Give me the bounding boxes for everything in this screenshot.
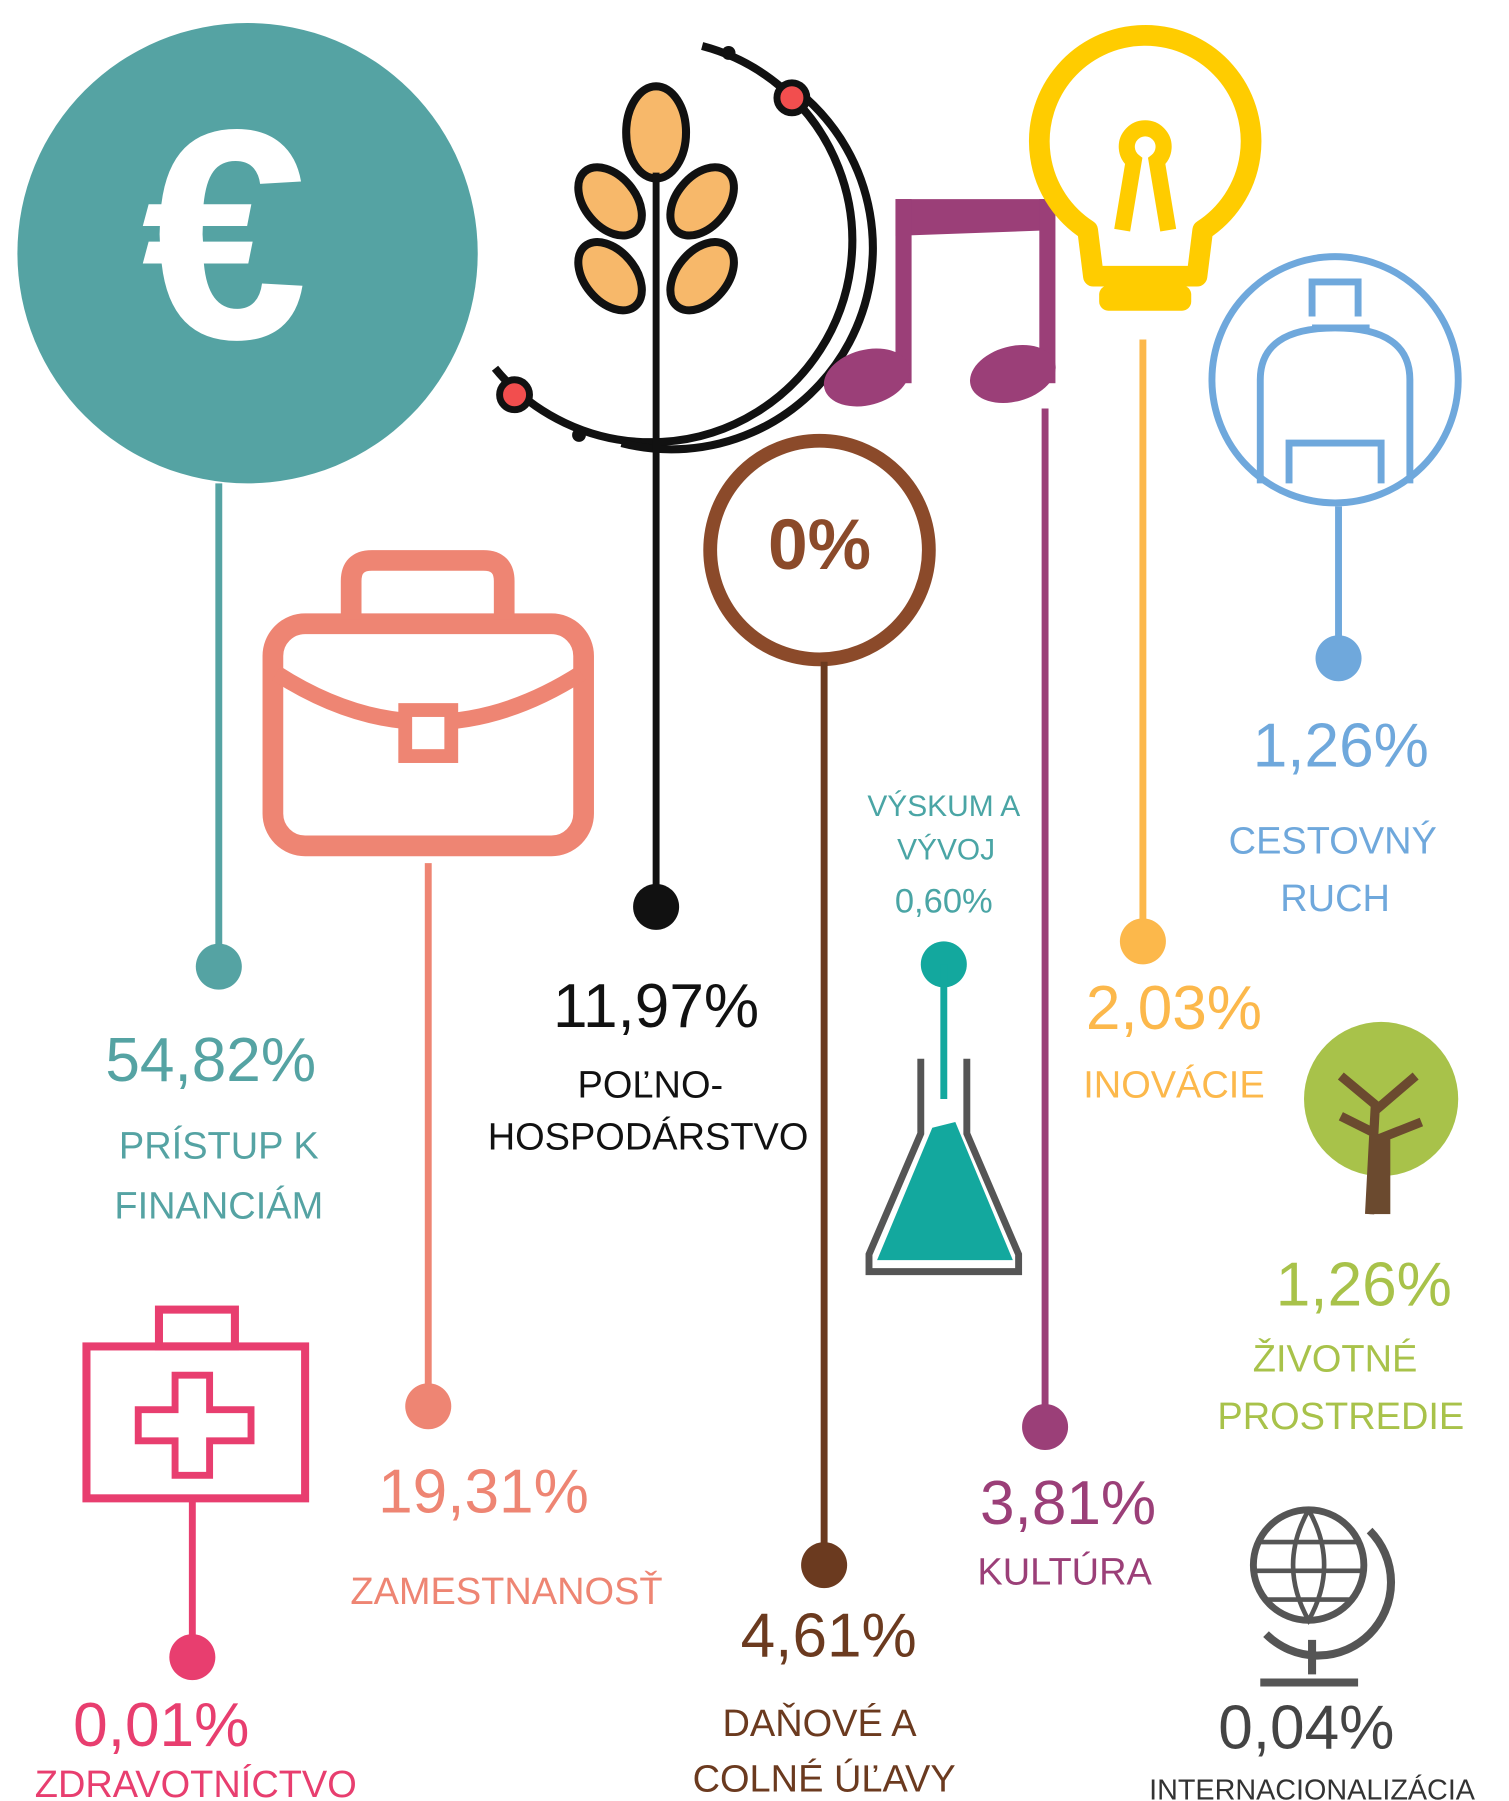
value: 1,26% [1253,712,1429,781]
tax-icon-text: 0% [768,505,871,585]
innovation-item: 2,03% INOVÁCIE [1039,35,1264,1106]
label: DAŇOVÉ A [722,1702,917,1745]
medkit-icon [138,1375,251,1475]
bulb-icon [1099,285,1191,310]
label: PRÍSTUP K [119,1125,319,1168]
label: RUCH [1280,878,1390,920]
value: 2,03% [1086,974,1262,1043]
backpack-icon [1260,282,1410,483]
dot [633,884,679,930]
research-item: VÝSKUM A VÝVOJ 0,60% [867,790,1020,1272]
dot [196,944,242,990]
label: VÝSKUM A [867,790,1020,823]
briefcase-icon [351,560,504,619]
label: INTERNACIONALIZÁCIA [1149,1773,1476,1801]
label: ZAMESTNANOSŤ [350,1570,662,1613]
backpack-icon [1212,257,1458,503]
orbit-dot [777,83,807,113]
orbit-dot [500,380,530,410]
value: 54,82% [105,1026,316,1095]
dot [405,1383,451,1429]
briefcase-icon [405,710,451,756]
infographic: € 54,82% PRÍSTUP K FINANCIÁM 11,97% POĽN… [0,0,1509,1801]
dot [1120,918,1166,964]
tree-icon [1370,1139,1391,1214]
dot [1316,635,1362,681]
label: FINANCIÁM [114,1184,323,1227]
page: {"icons": {"euro": "€", "tax": "0%"}, "i… [0,0,1509,1801]
orbit-dot [572,428,586,442]
label: INOVÁCIE [1083,1064,1264,1107]
orbit-dot [722,46,736,60]
value: 11,97% [553,972,759,1041]
value: 0,60% [895,883,993,921]
value: 1,26% [1276,1250,1452,1319]
internationalization-item: 0,04% INTERNACIONALIZÁCIA [1149,1510,1476,1801]
value: 0,04% [1218,1693,1394,1762]
label: CESTOVNÝ [1229,820,1437,863]
globe-icon [1253,1510,1363,1620]
dot [1022,1404,1068,1450]
value: 0,01% [73,1691,249,1760]
value: 19,31% [378,1457,589,1526]
label: POĽNO- [578,1065,724,1107]
value: 4,61% [741,1601,917,1670]
bulb-icon [1122,128,1168,230]
value: 3,81% [980,1469,1156,1538]
bulb-icon [1039,35,1251,276]
label: PROSTREDIE [1217,1396,1464,1438]
medkit-icon [159,1310,235,1347]
label: ŽIVOTNÉ [1253,1337,1418,1380]
dot [169,1634,215,1680]
tourism-item: 1,26% CESTOVNÝ RUCH [1212,257,1458,920]
label: ZDRAVOTNÍCTVO [35,1763,357,1801]
euro-symbol: € [141,68,307,402]
note-icon [895,199,1053,236]
label: KULTÚRA [977,1550,1152,1593]
health-item: 0,01% ZDRAVOTNÍCTVO [35,1310,357,1801]
label: COLNÉ ÚĽAVY [693,1757,956,1800]
dot [801,1542,847,1588]
label: HOSPODÁRSTVO [488,1115,809,1158]
label: VÝVOJ [897,833,995,866]
